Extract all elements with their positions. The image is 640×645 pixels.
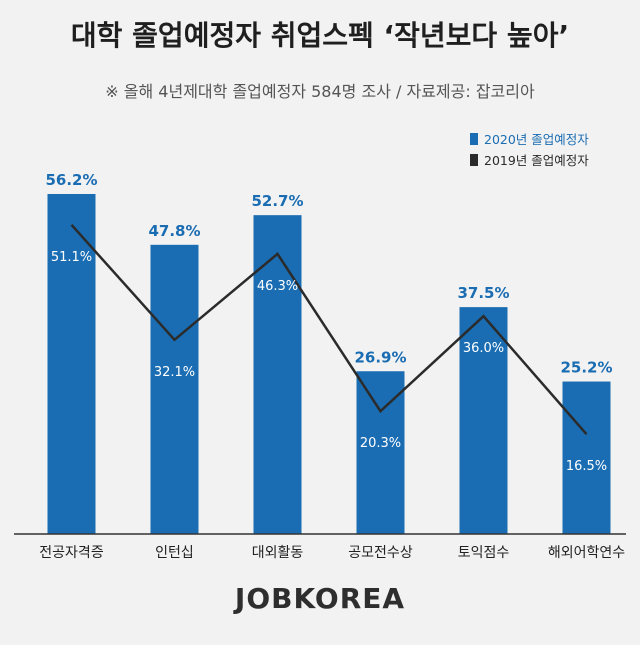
line-2019-value-label-2: 46.3% [257,279,298,294]
x-tick-label-2: 대외활동 [252,545,304,561]
x-tick-label-4: 토익점수 [458,545,510,561]
bar-2020-1 [150,244,199,534]
line-2019-value-label-0: 51.1% [51,250,92,265]
legend-label-2020: 2020년 졸업예정자 [484,132,589,147]
line-2019-value-label-1: 32.1% [154,365,195,380]
bar-2020-value-label-4: 37.5% [457,284,509,302]
legend-swatch-2019 [470,154,478,166]
x-tick-label-3: 공모전수상 [348,545,413,561]
line-2019-value-label-3: 20.3% [360,436,401,451]
x-tick-label-0: 전공자격증 [39,545,104,561]
chart-subtitle: ※ 올해 4년제대학 졸업예정자 584명 조사 / 자료제공: 잡코리아 [105,82,535,101]
line-2019 [70,224,588,435]
bar-2020-value-label-5: 25.2% [560,359,612,377]
line-2019-value-label-5: 16.5% [566,459,607,474]
bar-2020-0 [47,193,96,535]
bar-2020-value-label-0: 56.2% [45,171,97,189]
bar-2020-value-label-3: 26.9% [354,348,406,366]
brand-logo: JOBKOREA [234,582,406,615]
bar-2020-value-label-1: 47.8% [148,222,200,240]
x-tick-label-5: 해외어학연수 [548,545,625,561]
chart-title: 대학 졸업예정자 취업스펙 ‘작년보다 높아’ [70,19,570,52]
bar-2020-3 [356,371,405,534]
bar-2020-5 [562,381,611,534]
line-2019-value-label-4: 36.0% [463,341,504,356]
bar-2020-2 [253,215,302,535]
bar-2020-4 [459,307,508,534]
legend-label-2019: 2019년 졸업예정자 [484,153,589,168]
bar-2020-value-label-2: 52.7% [251,192,303,210]
legend-swatch-2020 [470,133,478,145]
x-tick-label-1: 인턴십 [155,545,194,561]
